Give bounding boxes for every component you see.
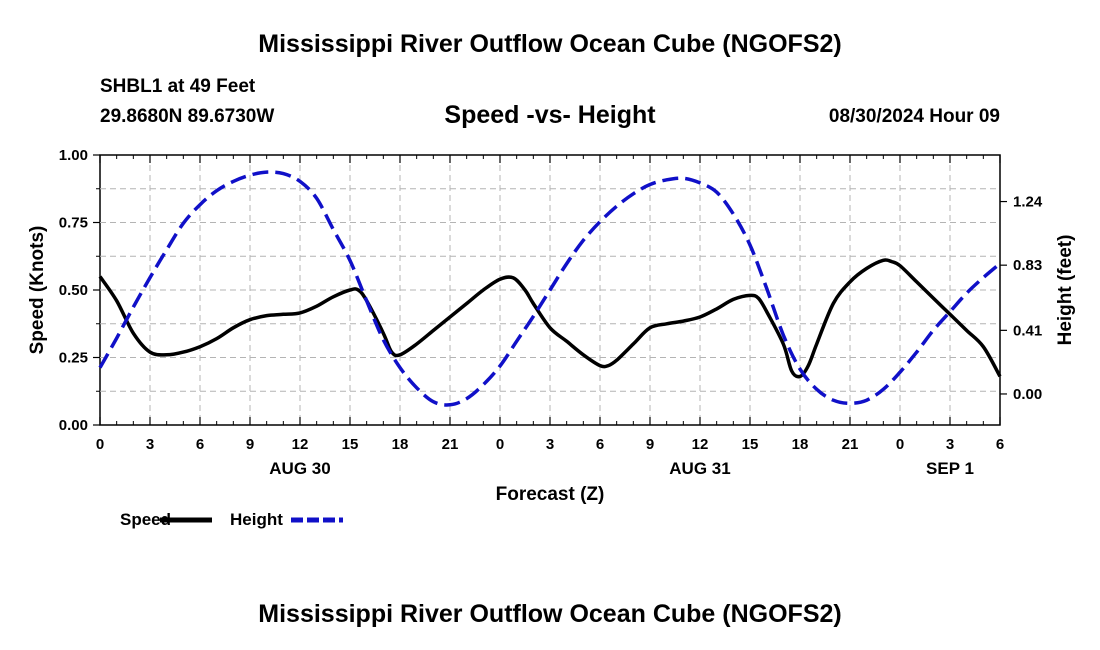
x-tick-label: 0 xyxy=(496,436,504,453)
x-tick-label: 6 xyxy=(996,436,1004,453)
y-tick-label: 0.25 xyxy=(59,350,88,367)
y2-tick-label: 1.24 xyxy=(1013,194,1043,211)
x-tick-label: 9 xyxy=(646,436,654,453)
y-tick-label: 0.00 xyxy=(59,417,88,434)
footer-title: Mississippi River Outflow Ocean Cube (NG… xyxy=(258,600,842,628)
y-tick-label: 1.00 xyxy=(59,147,88,164)
x-axis-title: Forecast (Z) xyxy=(496,484,605,505)
y-tick-label: 0.50 xyxy=(59,282,88,299)
axis-labels: 0 3 6 9 12 15 18 21 0 3 6 9 12 15 18 21 0 3 6 0.00 0.25 0.50 0… xyxy=(27,147,1076,505)
x-tick-label: 6 xyxy=(196,436,204,453)
x-tick-label: 0 xyxy=(896,436,904,453)
x-tick-label: 0 xyxy=(96,436,104,453)
x-tick-label: 12 xyxy=(692,436,709,453)
series-line-height xyxy=(98,170,1002,407)
coordinates-label: 29.8680N 89.6730W xyxy=(100,106,275,127)
x-tick-label: 21 xyxy=(842,436,859,453)
x-tick-label: 12 xyxy=(292,436,309,453)
series-line-speed xyxy=(98,258,1002,379)
series-layer xyxy=(98,170,1002,407)
station-label: SHBL1 at 49 Feet xyxy=(100,76,256,97)
y2-tick-label: 0.83 xyxy=(1013,257,1042,274)
x-tick-label: 21 xyxy=(442,436,459,453)
date-label: AUG 30 xyxy=(269,459,330,478)
y2-tick-label: 0.41 xyxy=(1013,322,1042,339)
forecast-date-label: 08/30/2024 Hour 09 xyxy=(828,106,1000,127)
grid-lines xyxy=(100,155,1000,425)
y2-axis-title: Height (feet) xyxy=(1055,235,1076,346)
date-label: SEP 1 xyxy=(926,459,974,478)
x-tick-label: 18 xyxy=(392,436,409,453)
date-label: AUG 31 xyxy=(669,459,730,478)
x-tick-label: 15 xyxy=(742,436,759,453)
x-tick-label: 3 xyxy=(946,436,954,453)
y-tick-label: 0.75 xyxy=(59,215,88,232)
legend-height-label: Height xyxy=(230,510,283,529)
x-tick-label: 3 xyxy=(546,436,554,453)
chart-title: Mississippi River Outflow Ocean Cube (NG… xyxy=(258,30,842,58)
x-tick-label: 3 xyxy=(146,436,154,453)
x-tick-label: 9 xyxy=(246,436,254,453)
x-tick-label: 18 xyxy=(792,436,809,453)
y-axis-title: Speed (Knots) xyxy=(27,226,48,355)
x-tick-label: 6 xyxy=(596,436,604,453)
y2-tick-label: 0.00 xyxy=(1013,386,1042,403)
legend-speed-label: Speed xyxy=(120,510,171,529)
x-tick-label: 15 xyxy=(342,436,359,453)
axis-ticks xyxy=(93,154,1007,426)
chart-subtitle: Speed -vs- Height xyxy=(444,101,656,129)
